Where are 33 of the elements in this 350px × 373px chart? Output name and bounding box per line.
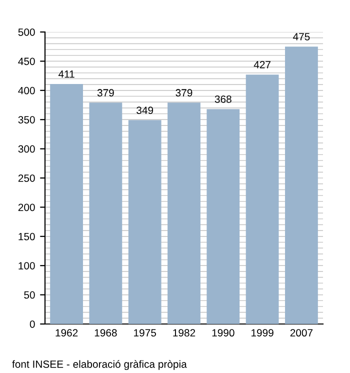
y-tick-label: 250 [18, 174, 35, 182]
y-tick-label: 350 [18, 116, 35, 124]
text: font INSEE - elaboració gràfica pròpia [12, 360, 187, 370]
x-tick-label: 1962 [56, 329, 78, 337]
data-label: 411 [58, 70, 74, 78]
bar [128, 120, 162, 324]
x-tick-label: 1975 [134, 329, 156, 337]
bar [285, 46, 318, 324]
data-label: 427 [254, 61, 270, 68]
y-tick-label: 200 [18, 204, 35, 212]
data-label: 475 [293, 33, 310, 40]
data-label: 379 [97, 89, 114, 96]
y-tick-label: 50 [24, 291, 35, 299]
bar [50, 84, 83, 324]
y-tick-label: 300 [18, 145, 35, 153]
bar [206, 109, 240, 324]
bar [89, 102, 122, 324]
x-tick-label: 1982 [173, 329, 196, 337]
data-label: 349 [136, 106, 154, 114]
x-tick-label: 2007 [290, 329, 313, 337]
bar [168, 102, 200, 324]
y-tick-label: 500 [18, 28, 35, 36]
y-tick-label: 450 [18, 58, 35, 66]
y-tick-label: 400 [18, 86, 35, 94]
x-tick-label: 1990 [212, 329, 234, 337]
data-label: 368 [214, 95, 232, 103]
y-tick-label: 100 [18, 262, 35, 270]
data-label: 379 [176, 89, 192, 96]
y-tick-label: 0 [30, 320, 35, 328]
bar [246, 74, 279, 324]
x-tick-label: 1968 [94, 329, 117, 337]
x-tick-label: 1999 [252, 329, 274, 337]
y-tick-label: 150 [18, 232, 35, 240]
